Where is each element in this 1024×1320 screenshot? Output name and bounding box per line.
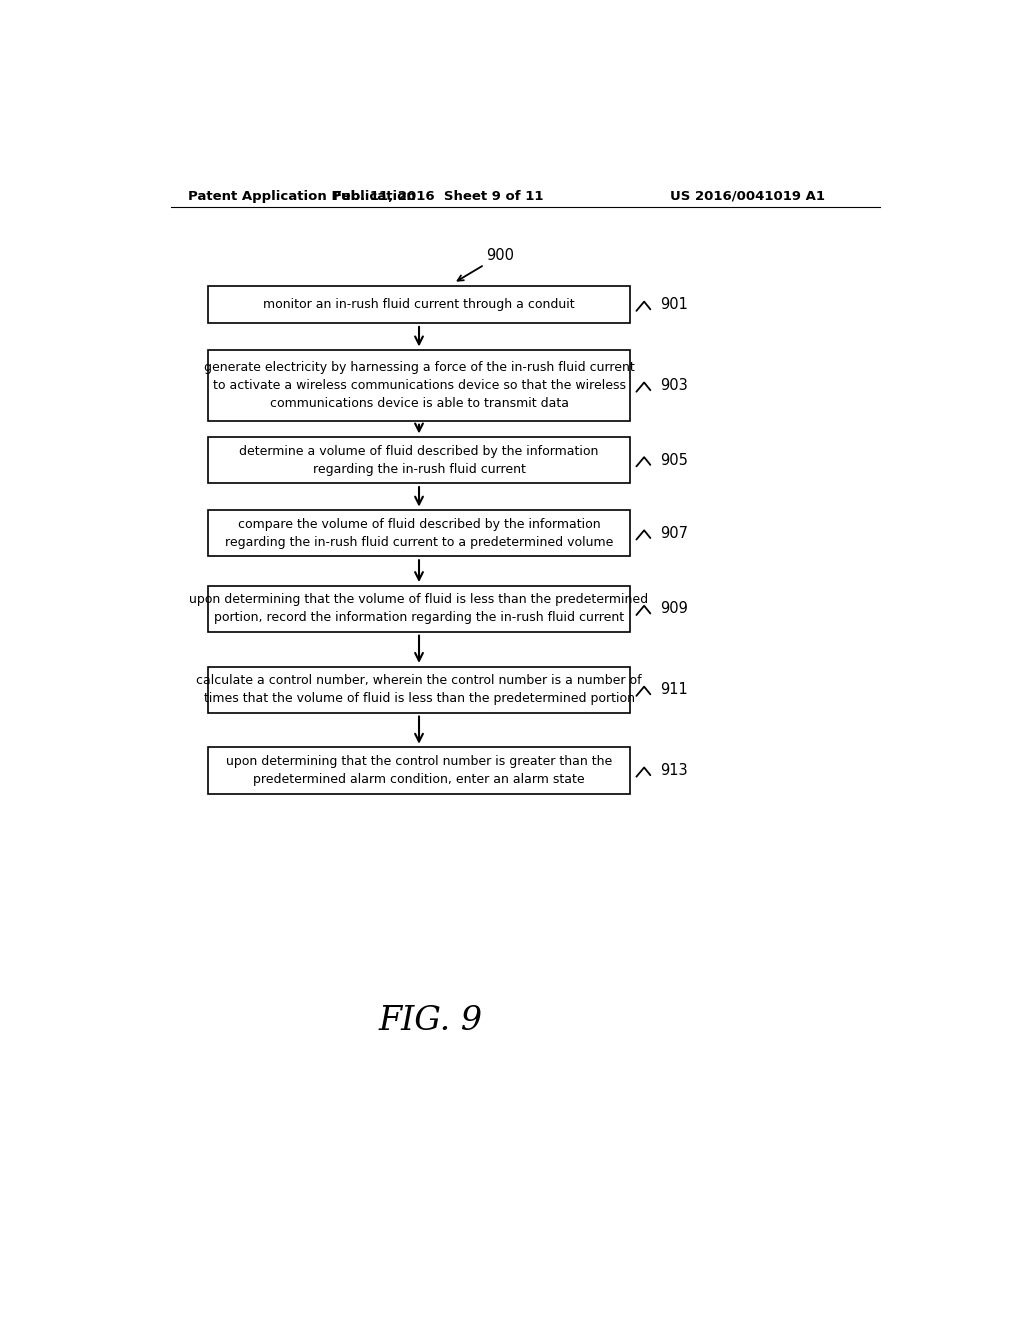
Bar bbox=[208, 437, 630, 483]
Text: monitor an in-rush fluid current through a conduit: monitor an in-rush fluid current through… bbox=[263, 298, 574, 312]
Text: FIG. 9: FIG. 9 bbox=[378, 1005, 482, 1036]
Text: 903: 903 bbox=[659, 378, 687, 393]
Text: upon determining that the volume of fluid is less than the predetermined
portion: upon determining that the volume of flui… bbox=[189, 594, 648, 624]
Bar bbox=[208, 350, 630, 421]
Text: 909: 909 bbox=[659, 602, 687, 616]
Text: calculate a control number, wherein the control number is a number of
times that: calculate a control number, wherein the … bbox=[197, 675, 642, 705]
Text: US 2016/0041019 A1: US 2016/0041019 A1 bbox=[671, 190, 825, 203]
Text: 900: 900 bbox=[486, 248, 514, 263]
Text: 907: 907 bbox=[659, 525, 688, 541]
Text: upon determining that the control number is greater than the
predetermined alarm: upon determining that the control number… bbox=[226, 755, 612, 785]
Text: 911: 911 bbox=[659, 682, 687, 697]
Text: compare the volume of fluid described by the information
regarding the in-rush f: compare the volume of fluid described by… bbox=[225, 517, 613, 549]
Text: 901: 901 bbox=[659, 297, 687, 313]
Bar bbox=[208, 667, 630, 713]
Text: 905: 905 bbox=[659, 453, 687, 467]
Bar bbox=[208, 586, 630, 632]
Bar bbox=[208, 747, 630, 793]
Bar bbox=[208, 286, 630, 323]
Text: Patent Application Publication: Patent Application Publication bbox=[188, 190, 416, 203]
Text: generate electricity by harnessing a force of the in-rush fluid current
to activ: generate electricity by harnessing a for… bbox=[204, 362, 635, 411]
Bar bbox=[208, 511, 630, 557]
Text: Feb. 11, 2016  Sheet 9 of 11: Feb. 11, 2016 Sheet 9 of 11 bbox=[333, 190, 544, 203]
Text: 913: 913 bbox=[659, 763, 687, 777]
Text: determine a volume of fluid described by the information
regarding the in-rush f: determine a volume of fluid described by… bbox=[240, 445, 599, 475]
